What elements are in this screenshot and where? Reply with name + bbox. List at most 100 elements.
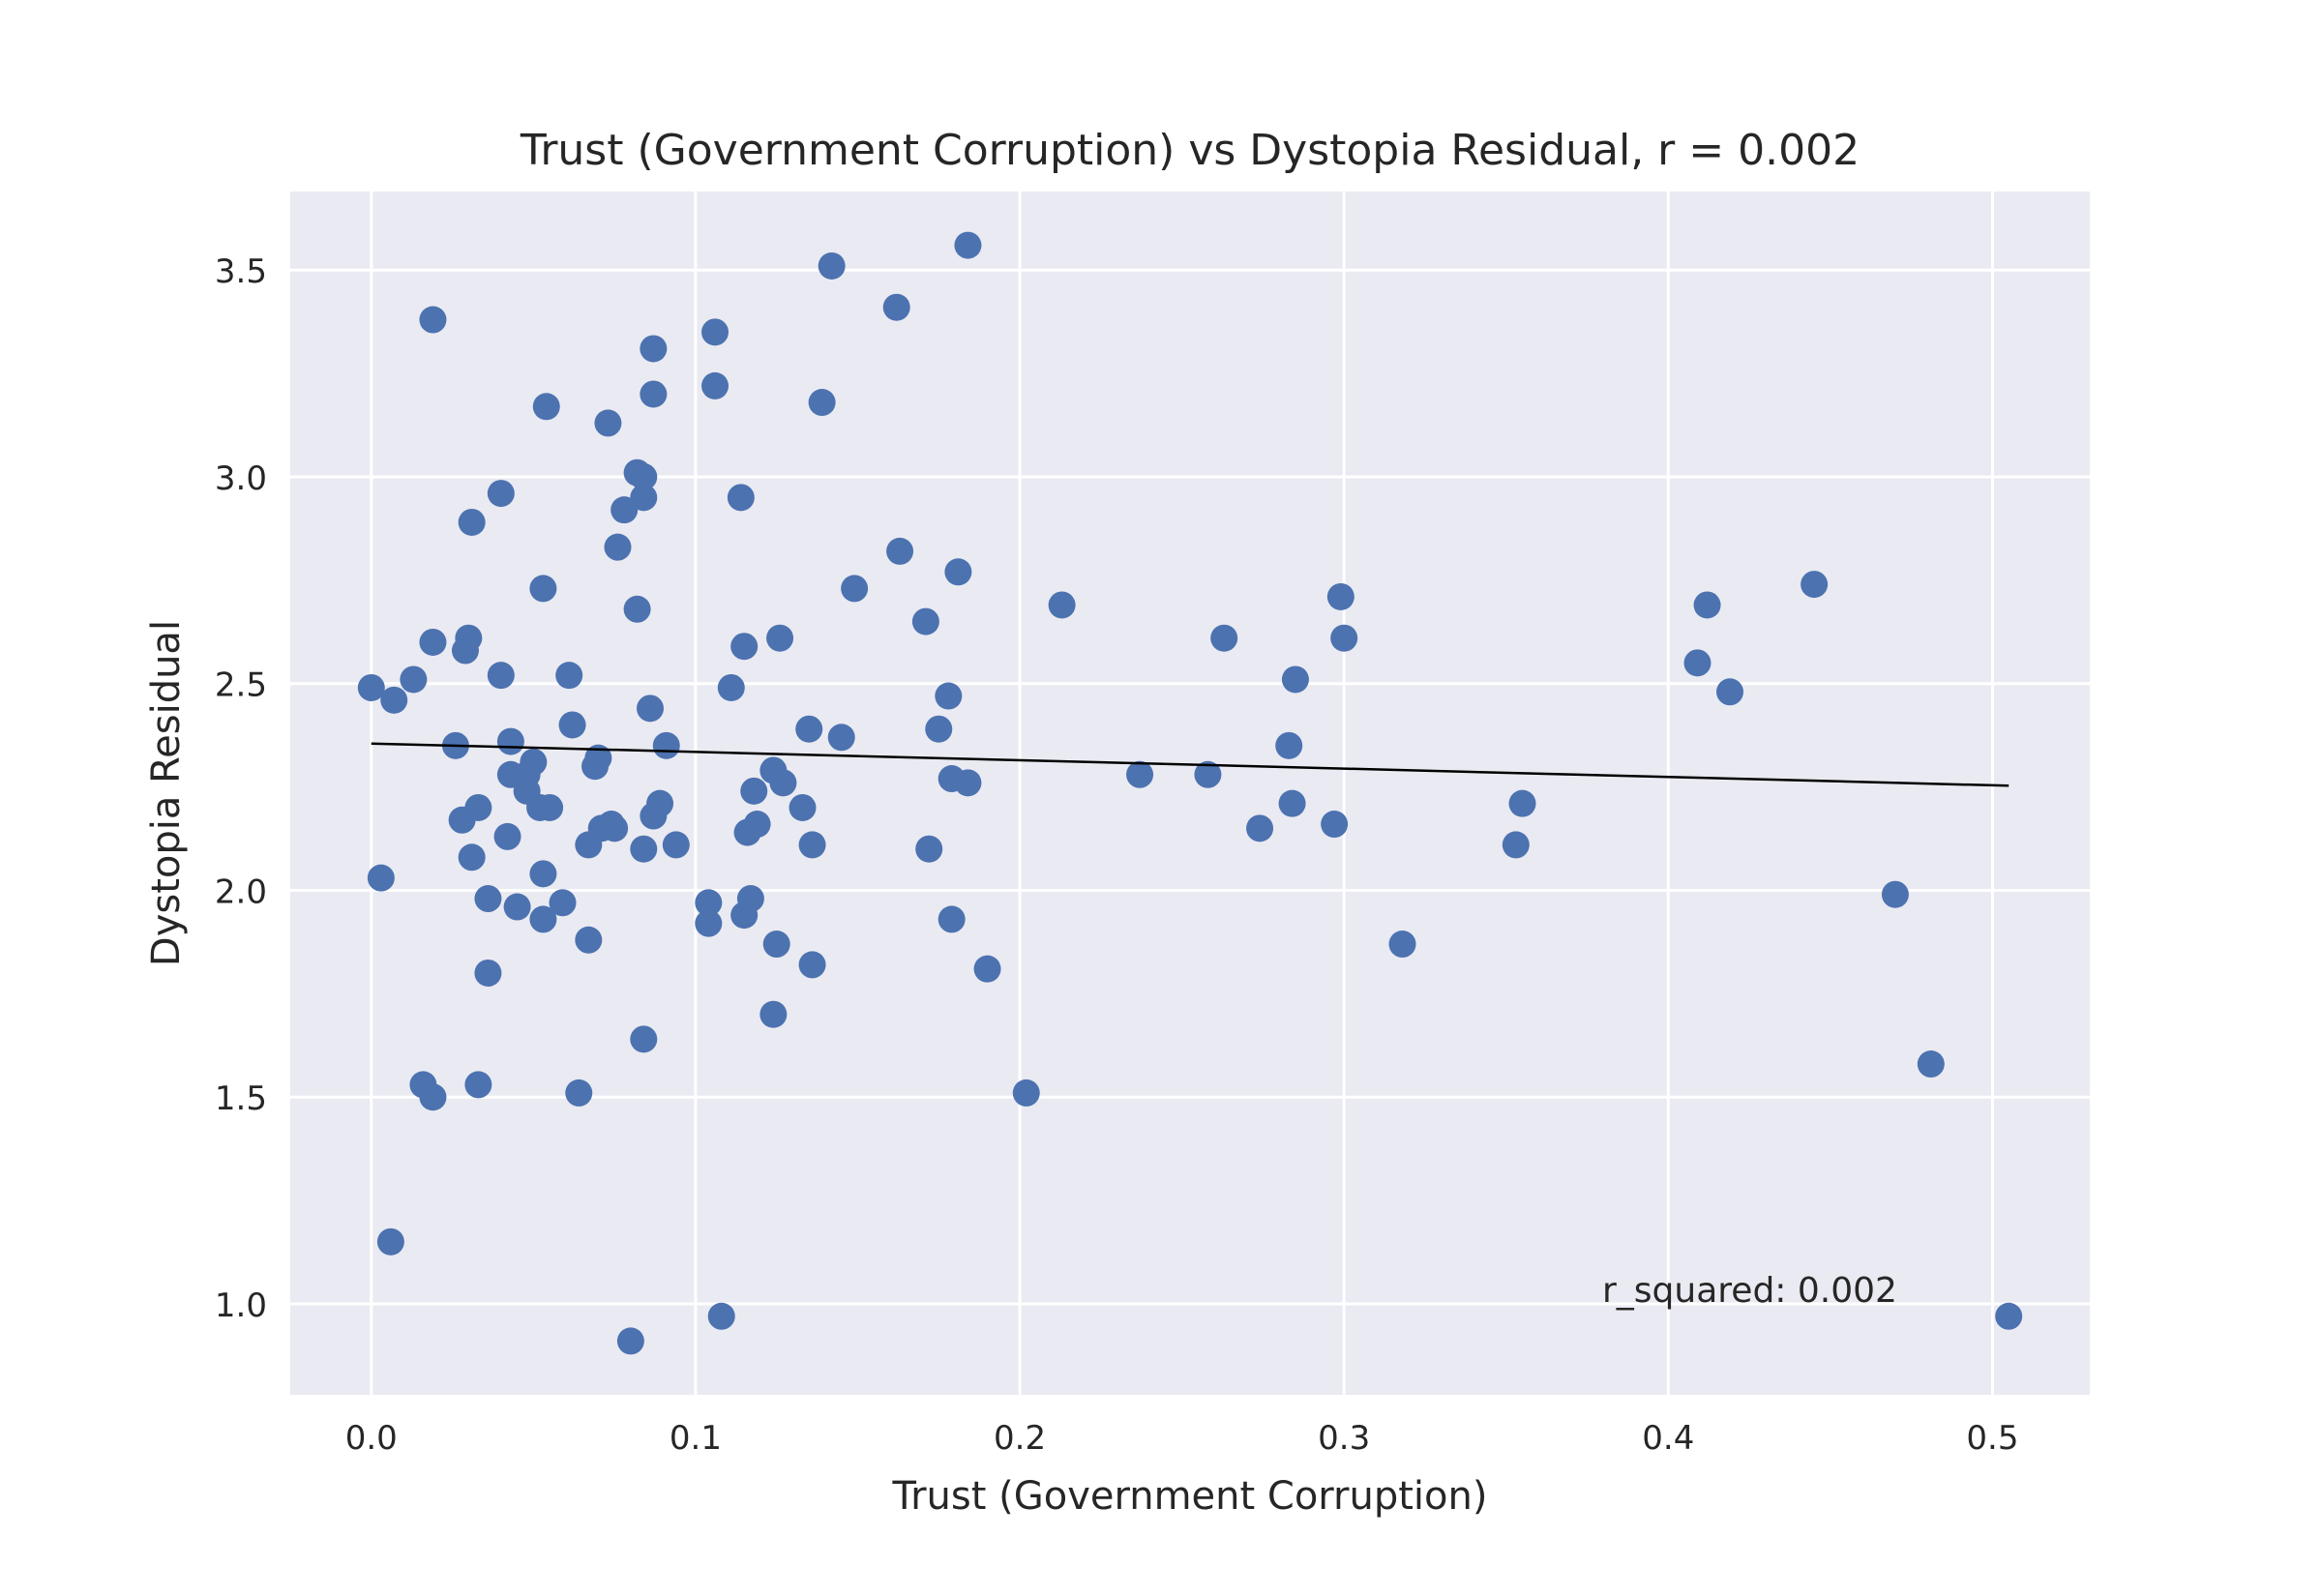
data-point <box>798 831 826 859</box>
data-point <box>743 811 771 839</box>
y-tick-label: 1.0 <box>215 1286 267 1325</box>
data-point <box>911 607 939 635</box>
data-point <box>529 905 557 933</box>
x-gridlines <box>370 192 1994 1395</box>
y-tick-label: 3.0 <box>215 459 267 498</box>
data-point <box>474 885 502 913</box>
data-point <box>1801 571 1829 599</box>
x-tick-label: 0.0 <box>345 1419 398 1458</box>
data-point <box>529 575 557 603</box>
data-point <box>1246 814 1274 842</box>
data-point <box>915 835 943 863</box>
data-point <box>419 628 447 656</box>
data-point <box>532 393 560 421</box>
data-point <box>827 724 855 752</box>
data-point <box>419 1083 447 1111</box>
data-point <box>818 251 846 280</box>
data-point <box>707 1302 735 1330</box>
data-point <box>458 843 486 872</box>
x-tick-label: 0.2 <box>994 1419 1046 1458</box>
data-point <box>730 633 759 661</box>
data-point <box>762 931 790 959</box>
data-point <box>766 624 794 652</box>
data-point <box>695 889 723 917</box>
x-tick-label: 0.3 <box>1318 1419 1370 1458</box>
data-point <box>789 793 817 821</box>
data-point <box>1126 760 1154 788</box>
data-point <box>1194 760 1222 788</box>
data-point <box>549 889 577 917</box>
regression-line <box>371 742 2009 787</box>
data-point <box>1278 789 1306 817</box>
data-point <box>594 409 622 437</box>
r-squared-annotation: r_squared: 0.002 <box>1602 1271 1897 1311</box>
data-point <box>474 959 502 987</box>
data-point <box>555 662 583 690</box>
data-point <box>630 835 658 863</box>
data-point <box>1281 665 1309 694</box>
data-point <box>1326 582 1354 610</box>
data-point <box>487 662 515 690</box>
data-point <box>935 682 963 710</box>
data-point <box>652 731 680 759</box>
data-point <box>841 575 869 603</box>
data-point <box>1502 831 1530 859</box>
data-point <box>695 909 723 937</box>
data-point <box>630 484 658 512</box>
data-point <box>575 926 603 954</box>
data-point <box>464 793 492 821</box>
y-tick-label: 2.5 <box>215 666 267 705</box>
data-point <box>701 371 729 399</box>
data-point <box>464 1071 492 1099</box>
chart-title: Trust (Government Corruption) vs Dystopi… <box>520 126 1860 175</box>
data-point <box>1275 731 1303 759</box>
data-point <box>1917 1050 1945 1079</box>
data-point <box>357 673 385 701</box>
data-point <box>944 558 972 586</box>
data-point <box>1995 1302 2023 1330</box>
data-point <box>1881 880 1909 908</box>
data-point <box>938 905 966 933</box>
data-point <box>973 955 1001 983</box>
data-point <box>1388 931 1416 959</box>
data-point <box>954 231 982 259</box>
data-point <box>808 389 836 417</box>
data-point <box>1321 811 1349 839</box>
data-point <box>604 533 632 561</box>
data-point <box>795 715 823 743</box>
data-point <box>601 814 629 842</box>
data-point <box>376 1227 404 1256</box>
data-point <box>367 864 395 892</box>
data-point <box>419 306 447 334</box>
data-point <box>736 885 764 913</box>
y-axis-label: Dystopia Residual <box>144 620 189 966</box>
x-tick-labels: 0.0 0.1 0.2 0.3 0.4 0.5 <box>345 1419 2019 1458</box>
data-point <box>520 748 548 776</box>
data-point <box>1210 624 1238 652</box>
x-axis-label: Trust (Government Corruption) <box>892 1474 1488 1519</box>
data-point <box>640 380 668 408</box>
data-point <box>1716 678 1743 706</box>
data-point <box>637 695 664 723</box>
data-point <box>701 318 729 346</box>
data-point <box>886 537 914 565</box>
data-point <box>630 462 658 490</box>
data-point <box>646 789 674 817</box>
data-point <box>882 293 910 321</box>
data-point <box>536 793 564 821</box>
data-point <box>1693 591 1721 619</box>
data-point <box>1012 1079 1040 1107</box>
data-point <box>458 508 486 536</box>
data-point <box>759 1000 788 1028</box>
data-point <box>503 893 531 921</box>
data-point <box>529 860 557 888</box>
data-point <box>925 715 953 743</box>
data-point <box>954 769 982 797</box>
y-tick-label: 3.5 <box>215 252 267 291</box>
data-point <box>610 496 639 524</box>
data-point <box>455 624 483 652</box>
data-point <box>584 744 612 772</box>
data-point <box>740 777 768 805</box>
data-point <box>616 1327 644 1355</box>
